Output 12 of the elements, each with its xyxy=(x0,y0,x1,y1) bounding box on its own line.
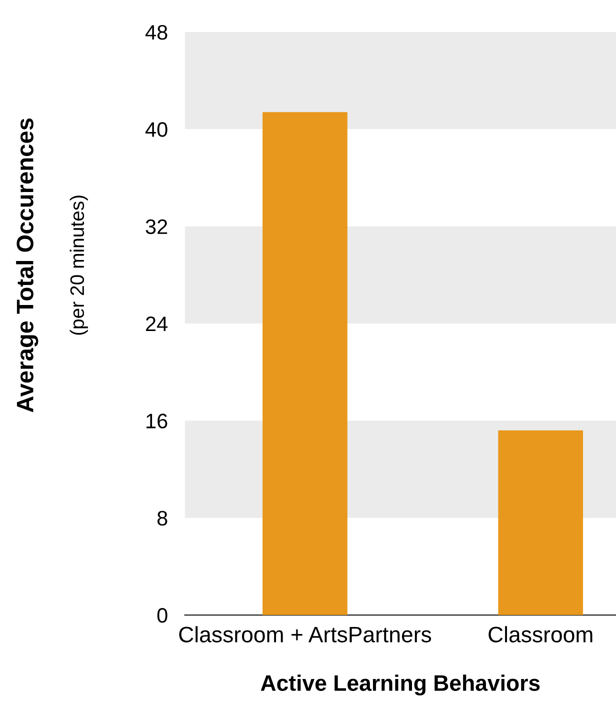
x-tick-label: Classroom xyxy=(488,626,592,642)
y-tick-label: 32 xyxy=(146,219,168,234)
y-tick-label: 24 xyxy=(146,316,168,332)
x-tick-label: Classroom + ArtsPartners xyxy=(179,626,432,642)
x-axis-title: Active Learning Behaviors xyxy=(260,674,540,696)
y-tick-label: 48 xyxy=(145,24,168,40)
y-tick-label: 16 xyxy=(146,414,168,428)
y-axis-title: Average Total Occurences xyxy=(16,118,38,412)
y-tick-label: 8 xyxy=(157,510,168,526)
text: (per 20 minutes) xyxy=(70,196,88,335)
y-tick-label: 0 xyxy=(157,608,168,623)
y-tick-label: 40 xyxy=(145,122,168,137)
